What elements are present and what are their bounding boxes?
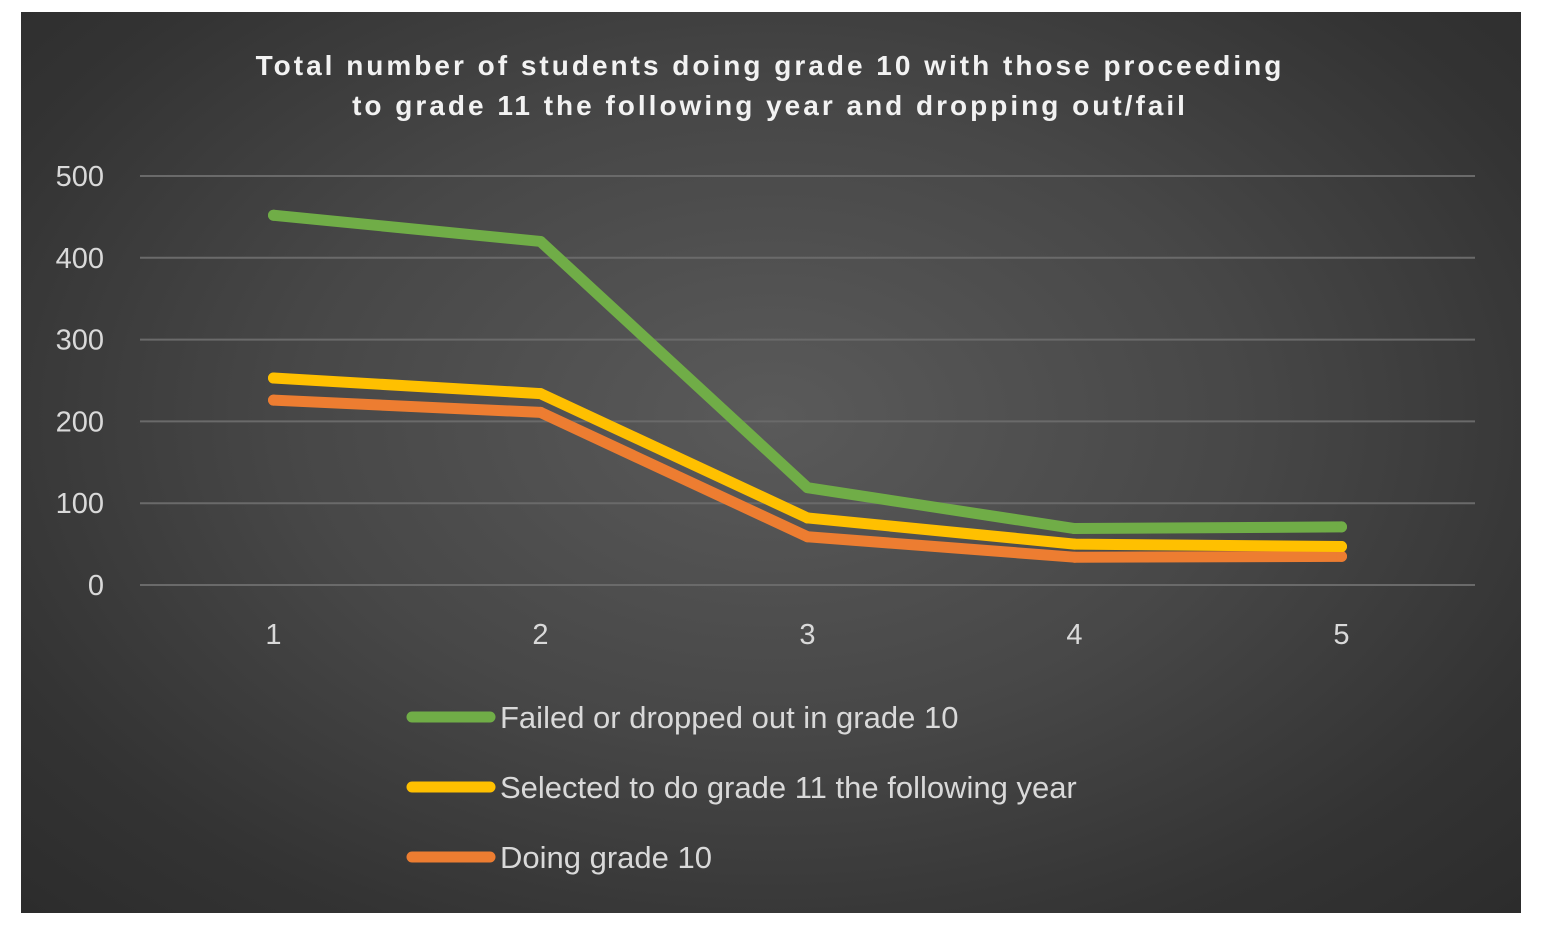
y-tick-label: 0	[88, 570, 104, 602]
data-point	[802, 512, 813, 524]
x-tick-label: 4	[1066, 619, 1082, 651]
data-point	[535, 235, 546, 247]
y-tick-label: 400	[56, 243, 104, 275]
legend-label: Doing grade 10	[500, 840, 712, 875]
legend: Failed or dropped out in grade 10 Selecte…	[406, 700, 1077, 875]
series-lines	[268, 209, 1347, 563]
data-point	[1069, 551, 1080, 563]
x-tick-label: 5	[1333, 619, 1349, 651]
gridlines	[140, 175, 1475, 586]
data-point	[802, 531, 813, 543]
legend-label: Failed or dropped out in grade 10	[500, 700, 958, 735]
x-tick-label: 2	[532, 619, 548, 651]
data-point	[1336, 541, 1347, 553]
data-point	[1336, 550, 1347, 562]
chart-title-line-1: Total number of students doing grade 10 …	[256, 50, 1285, 81]
y-axis-tick-labels: 0 100 200 300 400 500	[56, 161, 104, 602]
x-tick-label: 1	[265, 619, 281, 651]
series-line	[268, 209, 1347, 535]
data-point	[268, 372, 279, 384]
data-point	[802, 482, 813, 494]
series-0	[268, 209, 1347, 535]
data-point	[268, 209, 279, 221]
y-tick-label: 100	[56, 488, 104, 520]
series-2	[268, 394, 1347, 563]
data-point	[1336, 521, 1347, 533]
data-point	[1069, 523, 1080, 535]
data-point	[535, 388, 546, 400]
data-point	[268, 394, 279, 406]
y-tick-label: 300	[56, 325, 104, 357]
legend-label: Selected to do grade 11 the following ye…	[500, 770, 1077, 805]
series-1	[268, 372, 1347, 553]
y-tick-label: 500	[56, 161, 104, 193]
chart-area	[21, 12, 1521, 913]
y-tick-label: 200	[56, 406, 104, 438]
data-point	[1069, 538, 1080, 550]
chart-title-line-2: to grade 11 the following year and dropp…	[352, 90, 1188, 121]
data-point	[535, 406, 546, 418]
x-axis-tick-labels: 1 2 3 4 5	[265, 619, 1349, 651]
x-tick-label: 3	[799, 619, 815, 651]
